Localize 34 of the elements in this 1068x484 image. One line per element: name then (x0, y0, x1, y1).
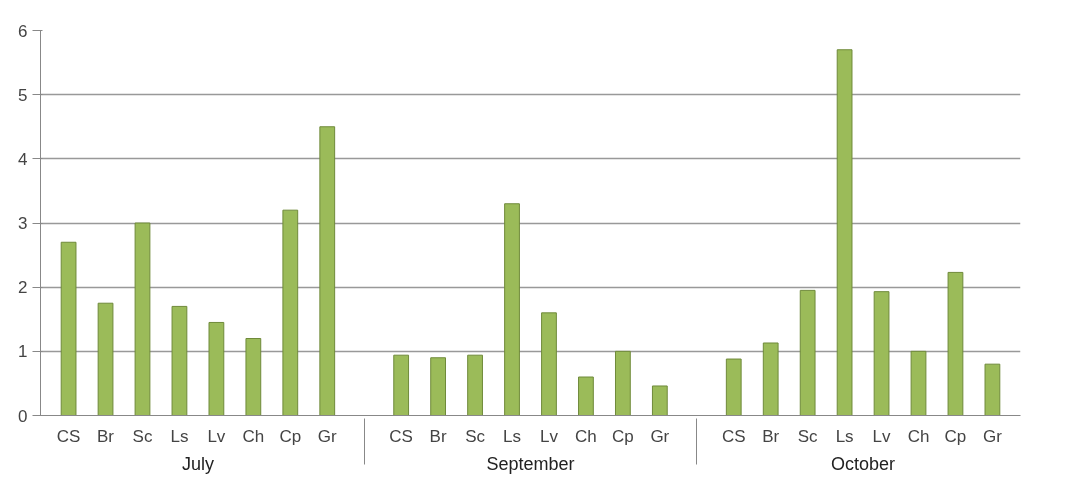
text: September (486, 453, 575, 474)
x-tick-label: Ls (170, 426, 189, 446)
x-tick-label: Ls (503, 426, 522, 446)
text: July (181, 453, 214, 474)
x-tick-label: CS (389, 426, 413, 446)
x-tick-label: Cp (944, 426, 967, 446)
x-tick-label: CS (56, 426, 81, 446)
y-tick-label: 2 (18, 278, 28, 298)
x-tick-label: Br (429, 426, 447, 446)
y-tick-label: 5 (18, 85, 28, 105)
x-tick-label: CS (721, 426, 746, 446)
x-tick-label: Ch (575, 426, 597, 446)
x-tick-label: Ls (835, 426, 854, 446)
x-tick-label: Gr (982, 426, 1003, 446)
y-tick-label: 4 (18, 149, 28, 169)
x-tick-label: Lv (540, 426, 559, 446)
y-tick-label: 6 (18, 21, 28, 41)
x-tick-label: Br (762, 426, 780, 446)
x-tick-label: Cp (279, 426, 302, 446)
x-tick-label: Gr (317, 426, 338, 446)
x-tick-label: Lv (872, 426, 892, 446)
x-tick-label: Br (97, 426, 115, 446)
y-tick-label: 3 (18, 214, 28, 233)
x-tick-label: Gr (650, 426, 670, 446)
x-tick-label: Lv (207, 426, 226, 446)
x-tick-label: Ch (907, 426, 930, 446)
y-tick-label: 0 (18, 406, 28, 426)
x-tick-label: Sc (465, 426, 486, 446)
x-tick-label: Ch (242, 426, 265, 446)
y-tick-label: 1 (18, 342, 28, 362)
text: October (831, 453, 896, 474)
x-tick-label: Sc (797, 426, 819, 446)
x-tick-label: Sc (132, 426, 153, 446)
x-tick-label: Cp (612, 426, 634, 446)
